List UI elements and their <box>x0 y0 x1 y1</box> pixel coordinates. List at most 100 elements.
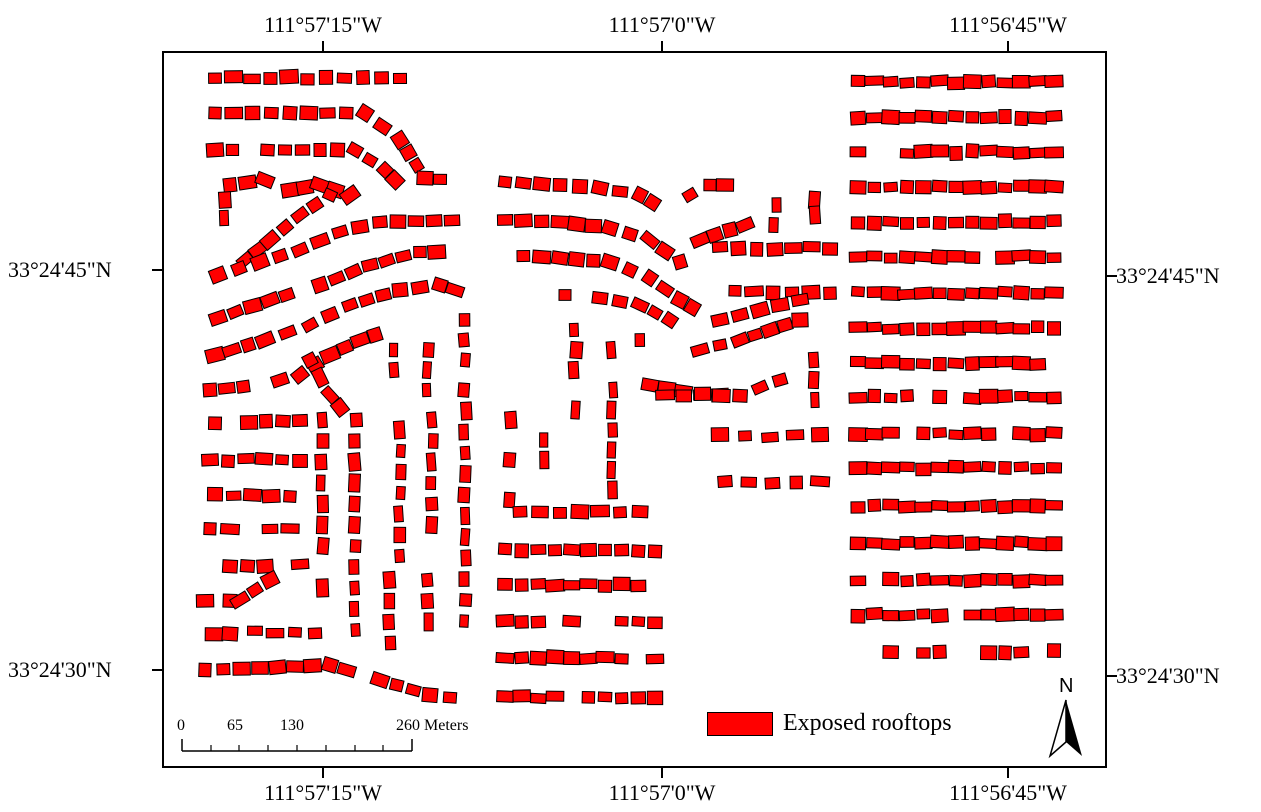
rooftop <box>410 279 430 296</box>
rooftop <box>1029 215 1046 230</box>
rooftop <box>715 178 735 192</box>
rooftop <box>267 659 287 676</box>
rooftop <box>899 77 915 89</box>
rooftop <box>497 175 513 189</box>
rooftop <box>1045 536 1063 552</box>
rooftop <box>899 357 915 371</box>
rooftop <box>979 645 998 661</box>
rooftop <box>1046 214 1062 228</box>
rooftop <box>421 361 433 380</box>
rooftop <box>205 142 225 158</box>
rooftop <box>254 170 276 190</box>
graticule-tick <box>1007 768 1009 778</box>
rooftop <box>791 312 809 328</box>
graticule-tick <box>1107 675 1117 677</box>
rooftop <box>497 542 513 556</box>
rooftop <box>249 252 271 272</box>
rooftop <box>237 452 255 465</box>
rooftop <box>369 670 391 690</box>
rooftop <box>732 388 749 403</box>
rooftop <box>808 205 822 225</box>
rooftop <box>329 396 351 419</box>
rooftop <box>497 577 513 591</box>
rooftop <box>277 286 296 304</box>
rooftop <box>395 485 406 501</box>
rooftop <box>277 144 293 156</box>
rooftop <box>1013 646 1030 659</box>
rooftop <box>550 250 570 266</box>
rooftop <box>539 432 549 448</box>
rooftop <box>195 593 215 608</box>
rooftop <box>605 340 617 360</box>
rooftop <box>1012 323 1031 335</box>
rooftop <box>218 209 230 227</box>
rooftop <box>458 593 473 607</box>
rooftop <box>705 225 725 245</box>
rooftop <box>393 505 404 523</box>
rooftop <box>530 544 547 556</box>
rooftop <box>913 286 934 300</box>
rooftop <box>570 400 581 420</box>
rooftop <box>915 358 932 370</box>
rooftop <box>348 433 361 449</box>
rooftop <box>200 453 220 467</box>
rooftop <box>850 285 866 298</box>
rooftop <box>348 495 361 513</box>
rooftop <box>883 392 898 404</box>
rooftop <box>980 180 998 195</box>
rooftop <box>965 215 980 229</box>
rooftop <box>271 247 290 265</box>
rooftop <box>350 218 370 236</box>
rooftop <box>258 228 282 252</box>
rooftop <box>425 411 438 429</box>
rooftop <box>384 169 406 191</box>
rooftop <box>965 111 980 124</box>
rooftop <box>866 250 883 262</box>
rooftop <box>1045 426 1063 439</box>
rooftop <box>361 151 379 169</box>
rooftop <box>259 569 281 591</box>
rooftop <box>442 691 458 704</box>
rooftop <box>421 686 439 704</box>
rooftop <box>413 245 427 259</box>
rooftop <box>807 351 820 369</box>
rooftop <box>611 293 629 309</box>
rooftop <box>930 608 949 624</box>
rooftop <box>948 534 965 550</box>
rooftop <box>220 454 236 469</box>
scale-label-0: 0 <box>177 717 185 734</box>
rooftop <box>569 340 584 360</box>
rooftop <box>947 357 965 370</box>
rooftop <box>207 308 229 327</box>
rooftop <box>221 341 243 359</box>
rooftop <box>671 253 689 271</box>
rooftop <box>280 523 300 534</box>
rooftop <box>980 498 998 513</box>
rooftop <box>329 142 346 158</box>
rooftop <box>997 213 1013 229</box>
rooftop <box>981 460 996 473</box>
rooftop <box>963 461 982 473</box>
rooftop <box>514 543 530 559</box>
rooftop <box>310 275 330 295</box>
rooftop <box>383 592 396 610</box>
rooftop <box>350 623 361 637</box>
rooftop <box>514 651 530 665</box>
rooftop <box>598 543 612 557</box>
rooftop <box>558 289 572 301</box>
rooftop <box>290 205 310 225</box>
rooftop <box>1044 500 1063 511</box>
rooftop <box>932 644 947 660</box>
rooftop <box>330 224 350 240</box>
map-frame <box>162 51 1107 768</box>
rooftop <box>675 389 693 403</box>
rooftop <box>225 143 240 157</box>
rooftop <box>241 296 264 316</box>
rooftop <box>866 321 883 333</box>
rooftop <box>389 214 407 229</box>
rooftop <box>294 144 311 156</box>
rooftop <box>614 615 629 627</box>
rooftop <box>232 661 251 676</box>
rooftop <box>425 476 437 490</box>
rooftop <box>647 544 663 559</box>
